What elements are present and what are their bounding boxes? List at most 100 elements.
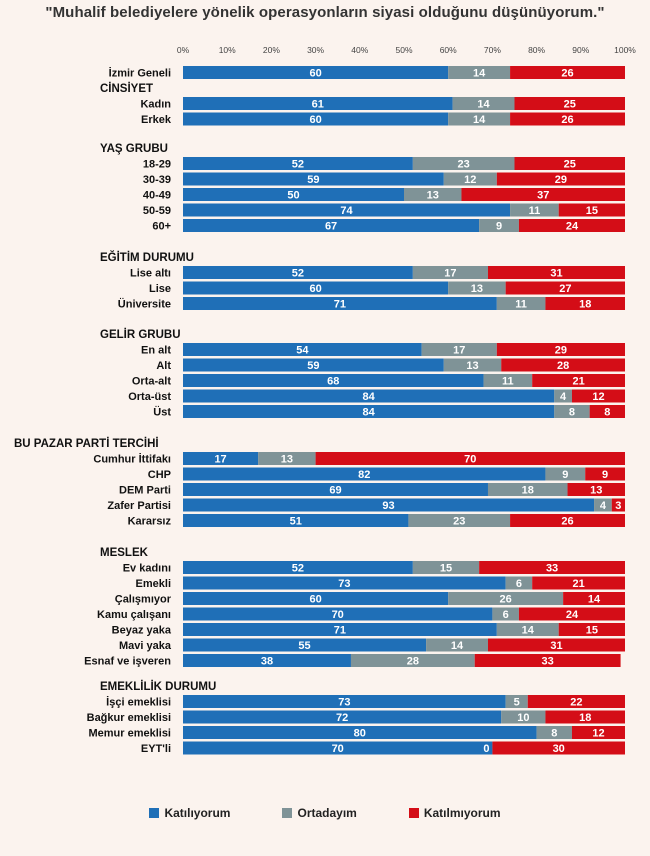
- bar-value-label: 14: [588, 594, 601, 606]
- bar-value-label: 71: [334, 625, 346, 637]
- bar-segment: [183, 483, 488, 496]
- bar-value-label: 84: [363, 391, 376, 403]
- bar-value-label: 38: [261, 656, 273, 668]
- bar-value-label: 9: [562, 469, 568, 481]
- bar-value-label: 52: [292, 268, 304, 280]
- bar-value-label: 5: [514, 697, 520, 709]
- bar-segment: [611, 498, 625, 512]
- row-label: 18-29: [143, 159, 171, 171]
- row-label: Alt: [156, 360, 171, 372]
- bar-value-label: 60: [309, 594, 321, 606]
- bar-value-label: 27: [559, 283, 571, 295]
- bar-segment: [452, 97, 515, 110]
- bar-value-label: 12: [592, 728, 604, 740]
- bar-value-label: 61: [312, 99, 324, 111]
- row-label: İzmir Geneli: [109, 67, 171, 80]
- row-label: Orta-alt: [132, 376, 171, 388]
- x-tick-label: 100%: [614, 45, 636, 55]
- bar-segment: [443, 172, 497, 186]
- bar-value-label: 24: [566, 609, 579, 621]
- bar-segment: [183, 266, 413, 279]
- bar-segment: [505, 576, 533, 590]
- row-label: Üst: [153, 406, 171, 419]
- bar-segment: [448, 281, 506, 295]
- bar-value-label: 26: [561, 114, 573, 126]
- row-label: Kadın: [140, 99, 171, 111]
- bar-value-label: 28: [557, 360, 569, 372]
- bar-segment: [183, 710, 502, 724]
- bar-segment: [479, 561, 625, 574]
- x-tick-label: 50%: [395, 45, 412, 55]
- bar-value-label: 23: [458, 159, 470, 171]
- bar-segment: [350, 654, 475, 667]
- bar-value-label: 13: [466, 360, 478, 372]
- legend: Katılıyorum Ortadayım Katılmıyorum: [0, 803, 650, 823]
- legend-item-ortadayim: Ortadayım: [282, 803, 357, 823]
- bar-value-label: 93: [382, 500, 394, 512]
- bar-value-label: 26: [561, 68, 573, 80]
- legend-swatch: [282, 808, 293, 818]
- bar-value-label: 15: [586, 625, 598, 637]
- bar-value-label: 82: [358, 469, 370, 481]
- bar-segment: [183, 592, 449, 605]
- bar-value-label: 26: [561, 516, 573, 528]
- bar-value-label: 25: [564, 159, 576, 171]
- bar-segment: [183, 607, 493, 621]
- bar-segment: [483, 374, 533, 387]
- bar-value-label: 25: [564, 99, 576, 111]
- bar-segment: [474, 654, 621, 667]
- row-label: En alt: [141, 345, 171, 357]
- bar-segment: [183, 726, 537, 739]
- bar-segment: [404, 188, 462, 201]
- bar-segment: [510, 112, 625, 126]
- row-label: Çalışmıyor: [115, 594, 172, 606]
- row-label: Bağkur emeklisi: [87, 712, 171, 724]
- bar-segment: [496, 172, 625, 186]
- bar-segment: [532, 374, 625, 387]
- bar-value-label: 17: [453, 345, 465, 357]
- bar-segment: [183, 358, 444, 372]
- bar-segment: [183, 157, 413, 170]
- bar-segment: [183, 297, 497, 310]
- bar-value-label: 12: [464, 174, 476, 186]
- bar-segment: [183, 112, 449, 126]
- row-label: DEM Parti: [119, 485, 171, 497]
- x-axis-ticks: 0% 10% 20% 30% 40% 50% 60% 70% 80% 90% 100%: [177, 45, 636, 55]
- bar-value-label: 52: [292, 159, 304, 171]
- bar-value-label: 3: [615, 500, 621, 512]
- row-label: Lise: [149, 283, 171, 295]
- bar-segment: [183, 97, 453, 110]
- bar-segment: [183, 66, 449, 79]
- bar-value-label: 12: [592, 391, 604, 403]
- bar-value-label: 52: [292, 563, 304, 575]
- bar-segment: [554, 405, 590, 418]
- bar-value-label: 30: [553, 743, 565, 755]
- legend-swatch: [408, 808, 419, 818]
- row-label: Orta-üst: [128, 391, 171, 403]
- bar-segment: [558, 203, 625, 217]
- bar-segment: [412, 266, 488, 279]
- bar-segment: [514, 157, 625, 170]
- bar-value-label: 80: [354, 728, 366, 740]
- bar-value-label: 14: [473, 114, 486, 126]
- bar-segment: [183, 203, 511, 217]
- bar-value-label: 72: [336, 712, 348, 724]
- bar-value-label: 6: [503, 609, 509, 621]
- bar-segment: [585, 467, 625, 481]
- bar-segment: [518, 219, 625, 232]
- bar-value-label: 59: [307, 360, 319, 372]
- bar-value-label: 22: [570, 697, 582, 709]
- bar-value-label: 73: [338, 578, 350, 590]
- row-label: EYT'li: [141, 743, 171, 755]
- bar-segment: [487, 483, 568, 496]
- bar-value-label: 68: [327, 376, 339, 388]
- bar-segment: [487, 266, 625, 279]
- legend-item-katiliyorum: Katılıyorum: [149, 803, 230, 823]
- bar-segment: [589, 405, 625, 418]
- bar-segment: [183, 374, 484, 387]
- group-heading: MESLEK: [100, 547, 149, 559]
- bar-value-label: 17: [214, 454, 226, 466]
- bar-value-label: 70: [332, 609, 344, 621]
- bar-segment: [183, 467, 546, 481]
- row-label: Ev kadını: [123, 563, 171, 575]
